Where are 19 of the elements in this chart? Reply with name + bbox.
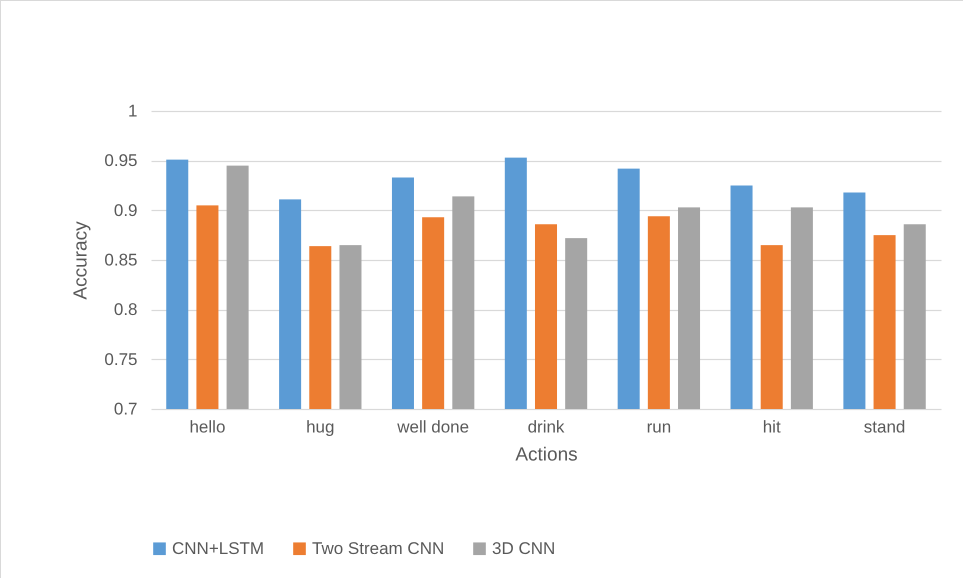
y-tick-label: 0.8 [114, 300, 138, 320]
y-axis-title: Accuracy [70, 220, 92, 300]
legend-label: CNN+LSTM [172, 538, 264, 558]
y-tick-label: 1 [128, 102, 138, 120]
x-axis-title: Actions [515, 444, 578, 466]
x-tick-label: run [646, 418, 672, 436]
y-tick-label: 0.85 [104, 250, 138, 270]
y-tick-label: 0.9 [114, 200, 138, 220]
legend-label: 3D CNN [492, 538, 556, 558]
x-tick-label: well done [396, 418, 470, 436]
x-tick-label: hello [189, 418, 226, 436]
legend-label: Two Stream CNN [312, 538, 444, 558]
y-tick-label: 0.7 [114, 400, 138, 418]
y-tick-label: 0.95 [104, 151, 138, 170]
x-tick-label: hit [762, 418, 781, 436]
y-tick-label: 0.75 [104, 350, 138, 369]
x-tick-label: stand [864, 418, 906, 436]
x-tick-label: drink [528, 418, 565, 436]
x-tick-label: hug [306, 418, 334, 436]
